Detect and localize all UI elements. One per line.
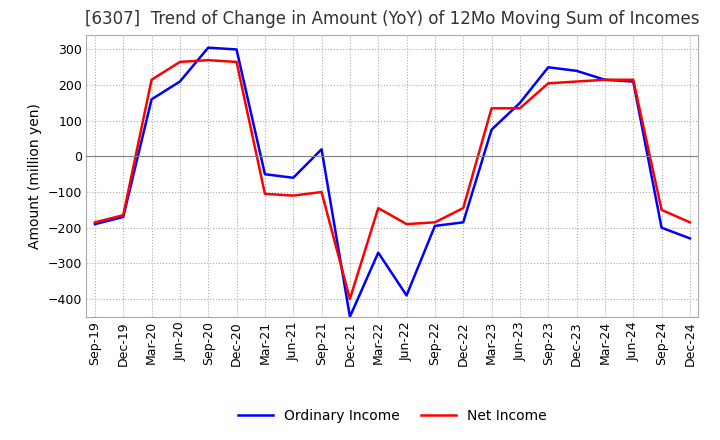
Ordinary Income — [600, 77, 609, 82]
Ordinary Income — [289, 175, 297, 180]
Net Income — [261, 191, 269, 197]
Net Income — [600, 77, 609, 82]
Net Income — [431, 220, 439, 225]
Net Income — [629, 77, 637, 82]
Net Income — [91, 220, 99, 225]
Ordinary Income — [657, 225, 666, 230]
Ordinary Income — [572, 68, 581, 73]
Ordinary Income — [261, 172, 269, 177]
Ordinary Income — [629, 79, 637, 84]
Ordinary Income — [544, 65, 552, 70]
Net Income — [459, 205, 467, 211]
Line: Net Income: Net Income — [95, 60, 690, 299]
Net Income — [374, 205, 382, 211]
Net Income — [346, 296, 354, 301]
Ordinary Income — [204, 45, 212, 50]
Net Income — [487, 106, 496, 111]
Net Income — [318, 189, 326, 194]
Net Income — [176, 59, 184, 65]
Net Income — [685, 220, 694, 225]
Net Income — [289, 193, 297, 198]
Y-axis label: Amount (million yen): Amount (million yen) — [28, 103, 42, 249]
Net Income — [572, 79, 581, 84]
Ordinary Income — [487, 127, 496, 132]
Ordinary Income — [233, 47, 241, 52]
Ordinary Income — [459, 220, 467, 225]
Ordinary Income — [176, 79, 184, 84]
Net Income — [402, 221, 411, 227]
Title: [6307]  Trend of Change in Amount (YoY) of 12Mo Moving Sum of Incomes: [6307] Trend of Change in Amount (YoY) o… — [85, 10, 700, 28]
Ordinary Income — [516, 100, 524, 106]
Ordinary Income — [318, 147, 326, 152]
Net Income — [516, 106, 524, 111]
Line: Ordinary Income: Ordinary Income — [95, 48, 690, 317]
Net Income — [233, 59, 241, 65]
Ordinary Income — [374, 250, 382, 255]
Ordinary Income — [402, 293, 411, 298]
Net Income — [119, 213, 127, 218]
Ordinary Income — [148, 97, 156, 102]
Ordinary Income — [431, 223, 439, 228]
Net Income — [657, 207, 666, 213]
Legend: Ordinary Income, Net Income: Ordinary Income, Net Income — [233, 403, 552, 428]
Ordinary Income — [119, 214, 127, 220]
Net Income — [204, 58, 212, 63]
Ordinary Income — [346, 314, 354, 319]
Ordinary Income — [91, 221, 99, 227]
Net Income — [544, 81, 552, 86]
Net Income — [148, 77, 156, 82]
Ordinary Income — [685, 236, 694, 241]
